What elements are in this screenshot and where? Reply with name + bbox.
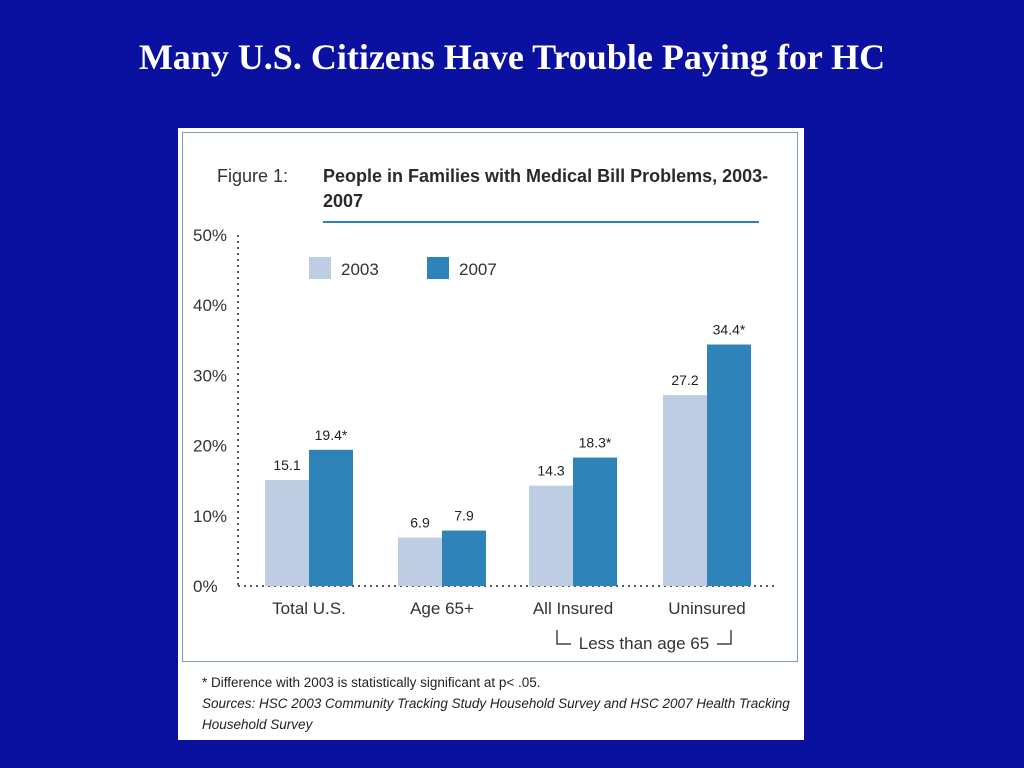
data-label: 15.1 [273,457,300,473]
bar-2003 [663,395,707,586]
legend-label: 2007 [459,260,497,279]
x-category-label: Uninsured [668,599,746,618]
y-tick-label: 10% [193,507,227,526]
group-bracket-left [556,630,571,645]
title-rule [323,221,759,223]
x-category-label: Total U.S. [272,599,346,618]
bar-2007 [573,457,617,586]
significance-footnote: * Difference with 2003 is statistically … [202,675,541,690]
slide-title: Many U.S. Citizens Have Trouble Paying f… [138,37,886,77]
legend-swatch-2007 [427,257,449,279]
footnotes: * Difference with 2003 is statistically … [202,672,792,735]
data-label: 18.3* [579,435,612,451]
legend-label: 2003 [341,260,379,279]
figure-label: Figure 1: [217,166,289,186]
y-tick-label: 50% [193,226,227,245]
data-label: 7.9 [454,508,474,524]
sources-note: Sources: HSC 2003 Community Tracking Stu… [202,696,790,732]
y-tick-label: 30% [193,366,227,385]
data-label: 6.9 [410,515,430,531]
y-tick-label: 20% [193,437,227,456]
bar-2007 [442,530,486,586]
x-category-label: Age 65+ [410,599,474,618]
data-label: 27.2 [671,372,698,388]
figure-card: Figure 1: People in Families with Medica… [178,128,804,740]
data-label: 34.4* [713,322,746,338]
bar-2007 [707,344,751,586]
y-tick-label: 40% [193,296,227,315]
x-category-label: All Insured [533,599,613,618]
data-label: 14.3 [537,463,564,479]
bar-2003 [529,485,573,586]
bar-2007 [309,449,353,586]
figure-title: People in Families with Medical Bill Pro… [323,166,769,211]
legend-swatch-2003 [309,257,331,279]
bar-2003 [265,479,309,586]
bar-2003 [398,537,442,586]
chart-frame: Figure 1: People in Families with Medica… [182,132,798,662]
group-bracket-label: Less than age 65 [579,634,709,653]
data-label: 19.4* [315,427,348,443]
bar-chart: 0% 10% 20% 30% 40% 50% 15.1 19.4* Total U.S. 6.9 7… [193,226,777,653]
y-tick-label: 0% [193,577,218,596]
group-bracket-right [717,630,732,645]
